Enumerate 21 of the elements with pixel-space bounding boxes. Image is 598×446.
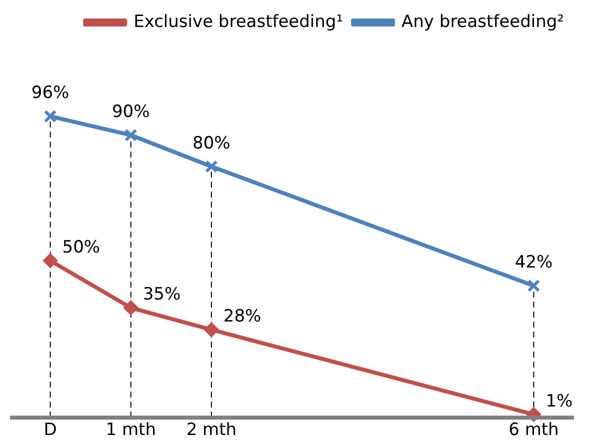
point xyxy=(527,279,540,292)
x-tick-label: D xyxy=(44,420,57,440)
point xyxy=(42,253,58,268)
data-label: 80% xyxy=(192,133,230,154)
legend-label: Exclusive breastfeeding¹ xyxy=(134,12,344,32)
x-tick-label: 2 mth xyxy=(186,420,237,440)
point xyxy=(124,128,138,142)
point xyxy=(44,110,57,123)
data-label: 1% xyxy=(546,391,573,412)
point xyxy=(123,300,138,316)
data-label: 50% xyxy=(62,238,100,258)
data-label: 96% xyxy=(31,83,70,104)
data-label: 28% xyxy=(223,306,262,327)
point xyxy=(204,160,218,173)
data-label: 90% xyxy=(112,102,150,122)
x-tick-label: 1 mth xyxy=(106,420,156,440)
legend-label: Any breastfeeding² xyxy=(402,12,564,32)
data-label: 35% xyxy=(142,284,181,305)
point xyxy=(204,322,219,338)
x-tick-label: 6 mth xyxy=(508,420,559,440)
data-label: 42% xyxy=(514,252,553,273)
